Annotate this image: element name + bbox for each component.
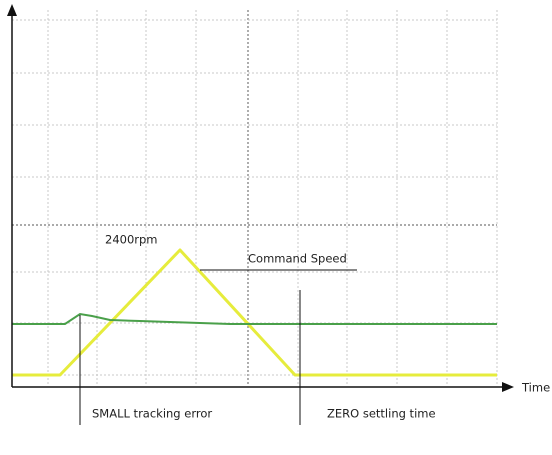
scope-diagram: Time 2400rpm Command Speed SMALL trackin… <box>0 0 552 455</box>
peak-label: 2400rpm <box>105 233 158 247</box>
y-axis-arrow <box>7 4 17 16</box>
tracking-label: SMALL tracking error <box>92 407 212 421</box>
x-axis-label: Time <box>521 381 550 395</box>
axes <box>12 14 503 387</box>
speed-trace <box>12 250 497 375</box>
grid <box>12 10 497 385</box>
settling-label: ZERO settling time <box>327 407 436 421</box>
command-label: Command Speed <box>248 252 347 266</box>
x-axis-arrow <box>502 382 514 392</box>
